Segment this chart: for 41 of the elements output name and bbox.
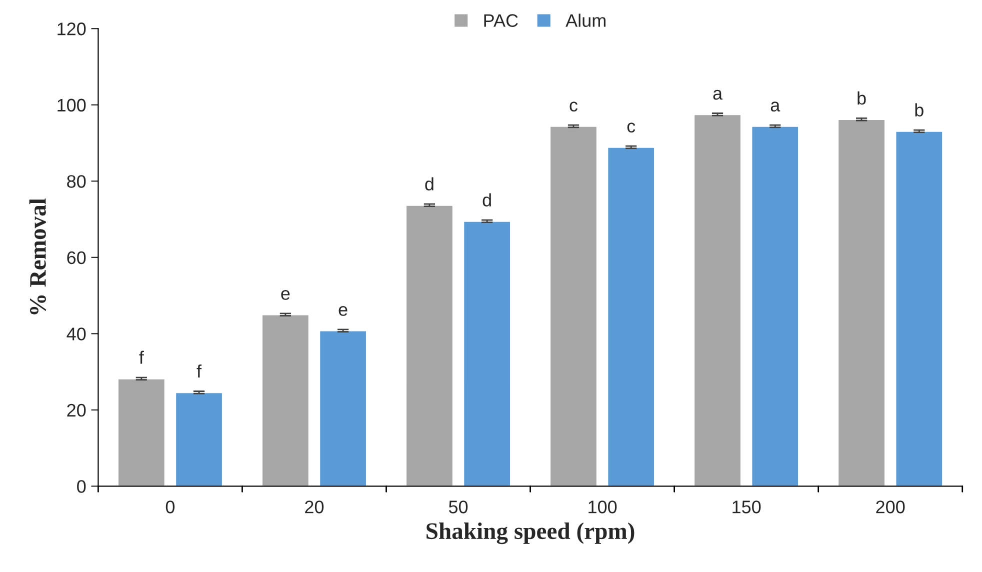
bar xyxy=(462,220,512,486)
bar xyxy=(837,118,886,486)
bar xyxy=(606,146,656,486)
bar xyxy=(174,392,224,486)
legend-label: PAC xyxy=(484,14,518,27)
y-tick-label: 120 xyxy=(58,22,86,36)
y-tick-label: 100 xyxy=(58,98,86,112)
bar xyxy=(405,204,454,486)
data-label: a xyxy=(713,90,723,100)
data-label: b xyxy=(858,91,866,105)
data-label: d xyxy=(425,177,434,190)
data-label: a xyxy=(770,102,780,112)
data-label: c xyxy=(627,122,636,133)
x-tick-label: 100 xyxy=(588,500,617,514)
bar xyxy=(549,126,598,486)
x-tick-label: 200 xyxy=(876,500,905,514)
data-label: c xyxy=(570,102,578,112)
x-tick-label: 50 xyxy=(448,500,468,514)
x-tick-label: 20 xyxy=(305,500,324,514)
data-label: d xyxy=(482,193,491,206)
bar xyxy=(750,126,800,486)
y-tick-label: 80 xyxy=(67,175,86,188)
x-tick-label: 150 xyxy=(732,500,761,514)
data-label: e xyxy=(338,306,348,316)
bar xyxy=(894,130,944,486)
data-label: b xyxy=(915,103,924,116)
bar xyxy=(693,114,742,486)
x-tick-label: 0 xyxy=(166,500,175,514)
data-label: f xyxy=(196,364,202,378)
data-label: f xyxy=(139,350,144,364)
data-label: e xyxy=(281,290,290,300)
bar xyxy=(318,330,368,486)
bar xyxy=(117,378,166,486)
y-tick-label: 40 xyxy=(66,328,86,340)
legend-label: Alum xyxy=(566,14,606,27)
y-tick-label: 20 xyxy=(67,404,86,417)
y-axis-title: % Removal xyxy=(29,198,46,314)
bar xyxy=(261,314,310,486)
y-tick-label: 0 xyxy=(77,480,86,493)
y-tick-label: 60 xyxy=(67,251,86,264)
x-axis-title: Shaking speed (rpm) xyxy=(426,522,634,544)
